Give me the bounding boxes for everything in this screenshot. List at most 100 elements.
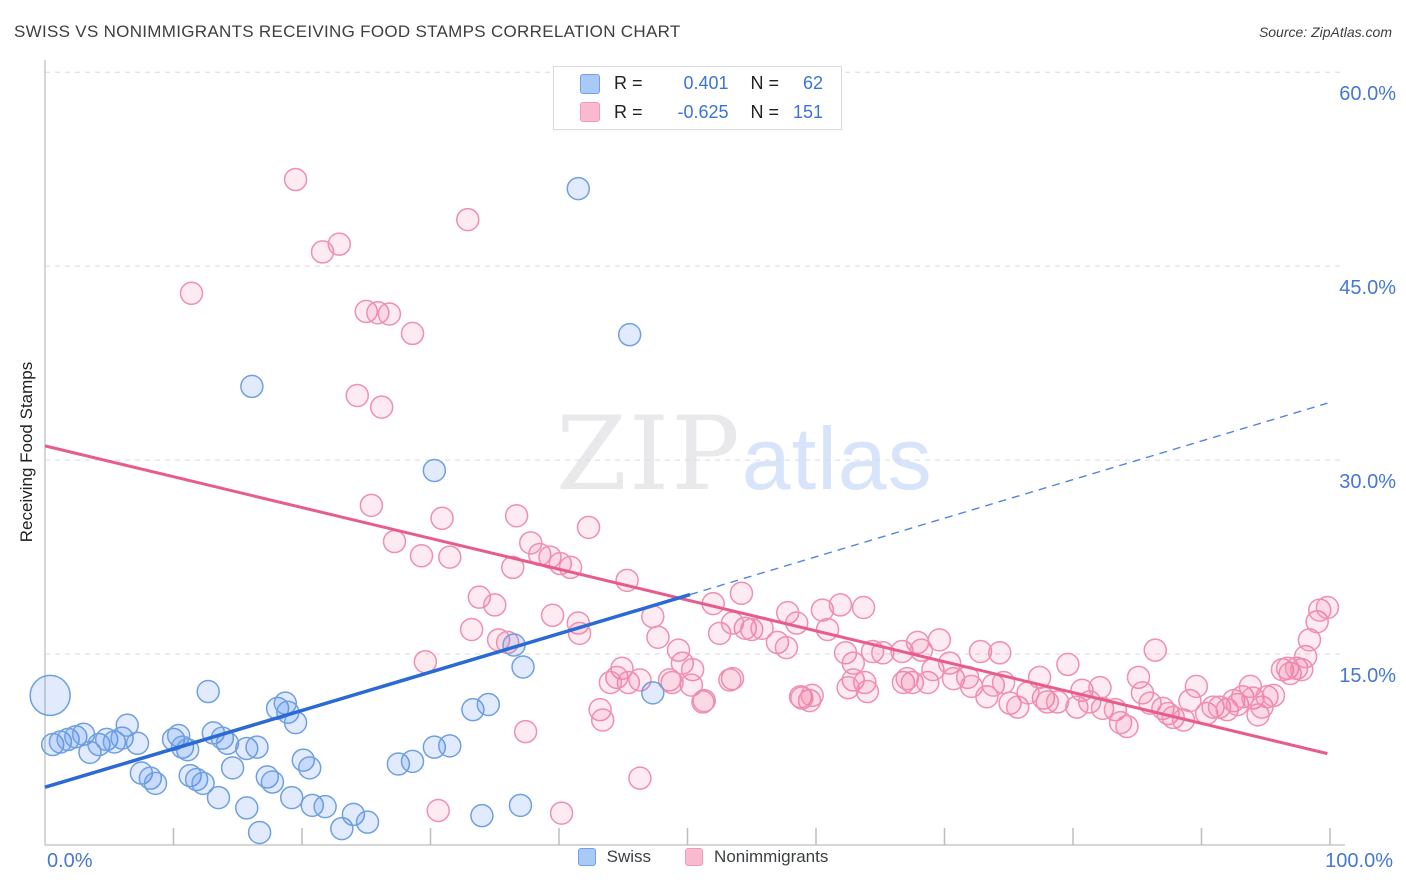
nonimmigrant-point[interactable] xyxy=(679,673,704,697)
nonimmigrant-point[interactable] xyxy=(598,670,623,695)
nonimmigrant-point[interactable] xyxy=(975,684,999,709)
nonimmigrant-point[interactable] xyxy=(841,651,866,675)
swiss-point[interactable] xyxy=(78,740,102,765)
swiss-point[interactable] xyxy=(245,735,269,759)
nonimmigrant-point[interactable] xyxy=(616,670,641,695)
nonimmigrant-point[interactable] xyxy=(916,670,940,695)
nonimmigrant-point[interactable] xyxy=(988,641,1012,665)
nonimmigrant-point[interactable] xyxy=(810,598,835,622)
nonimmigrant-point[interactable] xyxy=(1090,696,1115,721)
nonimmigrant-point[interactable] xyxy=(800,683,824,708)
nonimmigrant-point[interactable] xyxy=(1115,714,1139,739)
nonimmigrant-point[interactable] xyxy=(459,617,484,642)
nonimmigrant-point[interactable] xyxy=(1088,675,1112,700)
swiss-point[interactable] xyxy=(470,803,494,828)
nonimmigrant-point[interactable] xyxy=(666,638,691,662)
swiss-point[interactable] xyxy=(247,820,272,845)
nonimmigrant-point[interactable] xyxy=(1056,652,1080,677)
nonimmigrant-point[interactable] xyxy=(774,635,799,660)
nonimmigrant-point[interactable] xyxy=(426,798,450,823)
nonimmigrant-point[interactable] xyxy=(382,529,407,554)
nonimmigrant-point[interactable] xyxy=(430,506,454,531)
nonimmigrant-point[interactable] xyxy=(513,719,538,744)
nonimmigrant-point[interactable] xyxy=(1315,595,1340,620)
nonimmigrant-point[interactable] xyxy=(1238,674,1263,699)
nonimmigrant-point[interactable] xyxy=(927,628,952,652)
nonimmigrant-point[interactable] xyxy=(377,302,402,326)
swiss-point[interactable] xyxy=(115,713,139,737)
legend-item-nonimmigrants[interactable]: Nonimmigrants xyxy=(685,847,828,867)
nonimmigrant-point[interactable] xyxy=(179,281,204,306)
swiss-point[interactable] xyxy=(220,756,245,780)
nonimmigrant-point[interactable] xyxy=(456,207,480,232)
nonimmigrant-point[interactable] xyxy=(1289,657,1314,682)
nonimmigrant-point[interactable] xyxy=(549,801,574,825)
nonimmigrant-point[interactable] xyxy=(692,688,716,713)
swiss-point[interactable] xyxy=(234,796,259,820)
nonimmigrant-point[interactable] xyxy=(359,493,384,518)
nonimmigrant-point[interactable] xyxy=(500,555,525,580)
swiss-point[interactable] xyxy=(508,793,533,818)
swiss-point[interactable] xyxy=(297,756,322,780)
nonimmigrant-point[interactable] xyxy=(518,531,543,555)
swiss-point[interactable] xyxy=(476,692,501,717)
nonimmigrant-point[interactable] xyxy=(815,617,840,642)
swiss-point[interactable] xyxy=(125,731,150,756)
nonimmigrant-point[interactable] xyxy=(691,690,715,714)
swiss-point[interactable] xyxy=(184,767,209,792)
swiss-point[interactable] xyxy=(422,458,447,483)
swiss-point[interactable] xyxy=(438,734,462,758)
nonimmigrant-point[interactable] xyxy=(1108,710,1133,735)
swiss-point[interactable] xyxy=(617,322,642,347)
nonimmigrant-point[interactable] xyxy=(327,232,352,256)
nonimmigrant-point[interactable] xyxy=(836,675,860,700)
swiss-point[interactable] xyxy=(279,785,304,810)
swiss-point[interactable] xyxy=(566,176,591,201)
swiss-point-large[interactable] xyxy=(29,674,71,717)
swiss-point[interactable] xyxy=(240,374,264,399)
swiss-point[interactable] xyxy=(143,771,168,796)
nonimmigrant-point[interactable] xyxy=(1178,688,1202,713)
swiss-point[interactable] xyxy=(206,785,231,810)
nonimmigrant-point[interactable] xyxy=(1126,665,1151,690)
nonimmigrant-point[interactable] xyxy=(729,581,754,606)
swiss-point[interactable] xyxy=(400,749,425,774)
nonimmigrant-point[interactable] xyxy=(345,383,370,408)
nonimmigrant-point[interactable] xyxy=(891,670,916,695)
legend-item-swiss[interactable]: Swiss xyxy=(577,847,651,867)
nonimmigrant-point[interactable] xyxy=(1031,686,1056,710)
nonimmigrant-point[interactable] xyxy=(540,603,565,628)
swiss-point[interactable] xyxy=(511,655,535,679)
nonimmigrant-point[interactable] xyxy=(855,679,880,704)
swiss-point[interactable] xyxy=(178,763,202,788)
nonimmigrant-point[interactable] xyxy=(576,515,601,540)
nonimmigrant-point[interactable] xyxy=(369,395,394,419)
nonimmigrant-point[interactable] xyxy=(895,666,919,691)
nonimmigrant-point[interactable] xyxy=(660,670,684,695)
swiss-point[interactable] xyxy=(641,681,665,705)
swiss-point[interactable] xyxy=(196,679,220,704)
swiss-point[interactable] xyxy=(313,794,337,819)
nonimmigrant-point[interactable] xyxy=(504,503,529,528)
nonimmigrant-point[interactable] xyxy=(409,544,434,568)
nonimmigrant-point[interactable] xyxy=(1261,683,1286,708)
nonimmigrant-point[interactable] xyxy=(1184,674,1209,699)
nonimmigrant-point[interactable] xyxy=(968,639,993,664)
swiss-point[interactable] xyxy=(355,810,380,834)
nonimmigrant-point[interactable] xyxy=(828,593,853,617)
nonimmigrant-point[interactable] xyxy=(646,625,670,649)
nonimmigrant-point[interactable] xyxy=(1045,690,1070,714)
nonimmigrant-point[interactable] xyxy=(718,668,742,692)
swiss-point[interactable] xyxy=(110,726,134,750)
swiss-point[interactable] xyxy=(291,748,316,772)
swiss-point[interactable] xyxy=(260,770,285,794)
nonimmigrant-point[interactable] xyxy=(467,585,492,609)
nonimmigrant-point[interactable] xyxy=(590,708,615,732)
swiss-point[interactable] xyxy=(461,697,485,722)
nonimmigrant-point[interactable] xyxy=(483,593,507,617)
swiss-point[interactable] xyxy=(386,752,411,776)
swiss-point[interactable] xyxy=(191,771,215,796)
nonimmigrant-point[interactable] xyxy=(283,167,308,192)
nonimmigrant-point[interactable] xyxy=(438,545,462,569)
nonimmigrant-point[interactable] xyxy=(1143,638,1167,662)
